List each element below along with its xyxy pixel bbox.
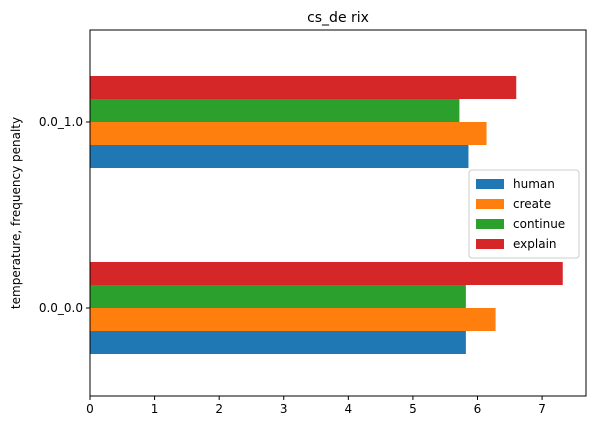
bars-group <box>90 76 563 354</box>
legend-swatch-continue <box>476 219 504 229</box>
legend-box <box>468 169 580 259</box>
bar-explain-0.0_1.0 <box>90 76 517 99</box>
y-tick-label: 0.0_0.0 <box>39 301 83 315</box>
legend-label-create: create <box>513 197 551 211</box>
legend-swatch-human <box>476 179 504 189</box>
bar-continue-0.0_0.0 <box>90 285 466 308</box>
x-tick-label: 1 <box>151 402 159 416</box>
bar-explain-0.0_0.0 <box>90 262 563 285</box>
y-tick-label: 0.0_1.0 <box>39 115 83 129</box>
x-tick-label: 2 <box>215 402 223 416</box>
bar-create-0.0_0.0 <box>90 308 496 331</box>
x-tick-label: 5 <box>409 402 417 416</box>
x-tick-label: 6 <box>474 402 482 416</box>
x-tick-label: 4 <box>345 402 353 416</box>
legend: human create continue explain <box>468 169 580 259</box>
y-axis-label: temperature, frequency penalty <box>9 117 23 309</box>
plot-frame <box>89 29 587 397</box>
bar-human-0.0_0.0 <box>90 331 466 354</box>
bar-continue-0.0_1.0 <box>90 99 460 122</box>
bar-create-0.0_1.0 <box>90 122 487 145</box>
x-tick-label: 3 <box>280 402 288 416</box>
bar-human-0.0_1.0 <box>90 145 469 168</box>
chart-title: cs_de rix <box>307 10 369 26</box>
x-tick-label: 7 <box>538 402 546 416</box>
legend-label-continue: continue <box>513 217 565 231</box>
y-axis: 0.0_0.0 0.0_1.0 <box>39 115 90 315</box>
legend-swatch-explain <box>476 239 504 249</box>
legend-label-human: human <box>513 177 555 191</box>
x-tick-label: 0 <box>86 402 94 416</box>
legend-swatch-create <box>476 199 504 209</box>
legend-label-explain: explain <box>513 237 557 251</box>
x-axis: 0 1 2 3 4 5 6 7 <box>86 396 546 416</box>
